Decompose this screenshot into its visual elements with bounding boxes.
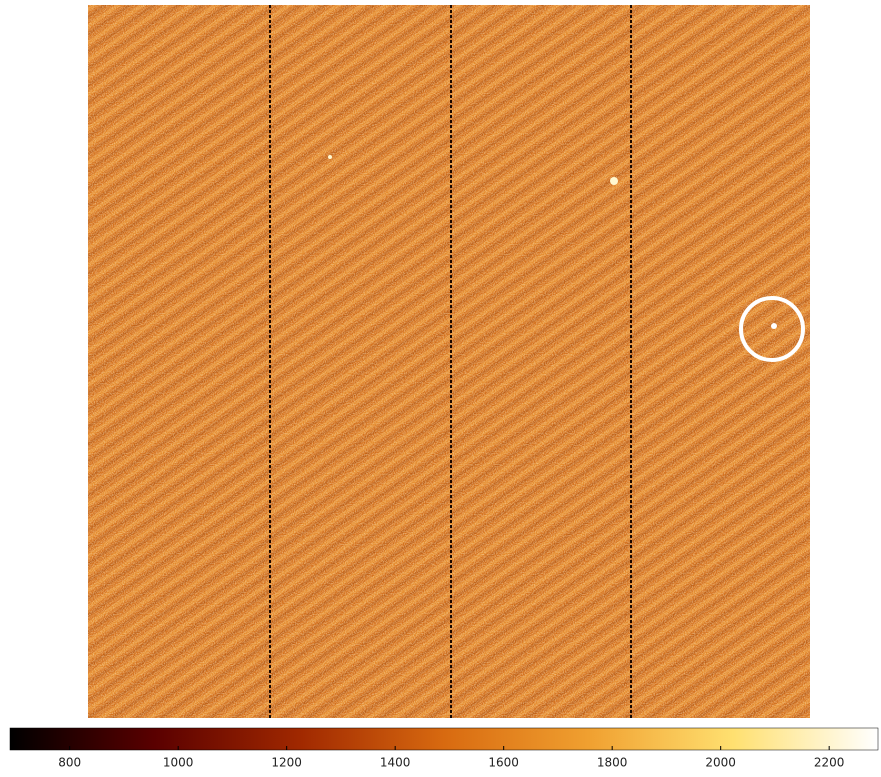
colorbar	[10, 728, 878, 750]
tick-label: 2000	[705, 756, 736, 770]
tick-label: 2200	[814, 756, 845, 770]
tick-label: 1200	[271, 756, 302, 770]
sky-image	[88, 5, 810, 718]
tick-label: 1800	[597, 756, 628, 770]
tick-label: 1600	[488, 756, 519, 770]
viewer: 800 1000 1200 1400 1600 1800 2000 2200	[0, 0, 881, 773]
tick-label: 1000	[163, 756, 194, 770]
tick-label: 800	[58, 756, 81, 770]
tick-label: 1400	[380, 756, 411, 770]
